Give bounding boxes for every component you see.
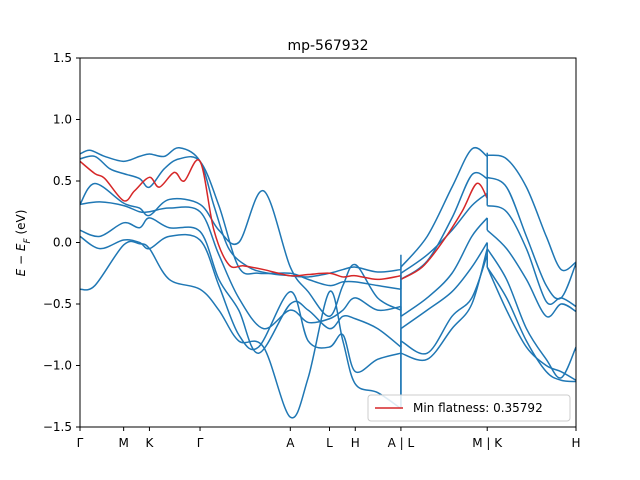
y-axis-label: E − EF (eV) xyxy=(14,210,33,277)
discontinuity-layer xyxy=(400,152,488,409)
band-series-1 xyxy=(80,147,576,278)
band-line-4-4 xyxy=(486,229,576,318)
legend-box xyxy=(367,394,571,422)
legend-label-flat-band: Min flatness: 0.35792 xyxy=(413,401,543,415)
band-line-3-0 xyxy=(80,182,402,318)
band-line-3-2 xyxy=(400,192,488,274)
y-tick-label-2: −0.5 xyxy=(43,297,72,311)
y-tick-label-4: 0.5 xyxy=(53,174,72,188)
y-axis: −1.5 −1.0 −0.5 0.0 0.5 1.0 1.5 xyxy=(43,51,80,434)
band-line-2-2 xyxy=(400,171,488,281)
series-layer xyxy=(80,147,576,419)
y-tick-label-1: −1.0 xyxy=(43,359,72,373)
band-line-5-2 xyxy=(400,242,488,330)
x-tick-label-3: Γ xyxy=(197,436,204,450)
x-tick-label-2: K xyxy=(146,436,155,450)
band-line-3-4 xyxy=(486,204,576,308)
band-line-5-0 xyxy=(80,217,402,354)
band-line-2-4 xyxy=(486,176,576,300)
legend: Min flatness: 0.35792 xyxy=(367,394,571,422)
band-line-2-0 xyxy=(80,155,402,290)
flat-band-line-0-0 xyxy=(80,158,402,281)
x-axis: Γ M K Γ A L H A | L M | K H xyxy=(77,427,581,450)
y-tick-label-0: −1.5 xyxy=(43,420,72,434)
flat-band-line-0-2 xyxy=(400,182,488,281)
x-tick-label-8: M | K xyxy=(472,436,503,450)
band-line-5-4 xyxy=(486,248,576,379)
x-tick-label-9: H xyxy=(571,436,580,450)
y-tick-label-6: 1.5 xyxy=(53,51,72,65)
y-tick-label-5: 1.0 xyxy=(53,113,72,127)
x-tick-label-7: A | L xyxy=(388,436,415,450)
band-line-4-2 xyxy=(400,217,488,317)
band-line-1-2 xyxy=(400,147,488,268)
y-tick-label-3: 0.0 xyxy=(53,236,72,250)
band-line-7-0 xyxy=(80,240,402,419)
chart-title: mp-567932 xyxy=(287,38,368,54)
band-line-7-4 xyxy=(486,266,576,381)
x-tick-label-0: Γ xyxy=(77,436,84,450)
band-line-4-0 xyxy=(80,201,402,330)
x-tick-label-1: M xyxy=(118,436,128,450)
band-line-1-0 xyxy=(80,147,401,278)
x-tick-label-6: H xyxy=(351,436,360,450)
band-series-4 xyxy=(80,201,576,330)
band-line-6-0 xyxy=(80,233,402,374)
band-line-7-2 xyxy=(400,248,488,362)
x-tick-label-4: A xyxy=(286,436,295,450)
band-line-1-4 xyxy=(487,154,576,272)
x-tick-label-5: L xyxy=(326,436,333,450)
